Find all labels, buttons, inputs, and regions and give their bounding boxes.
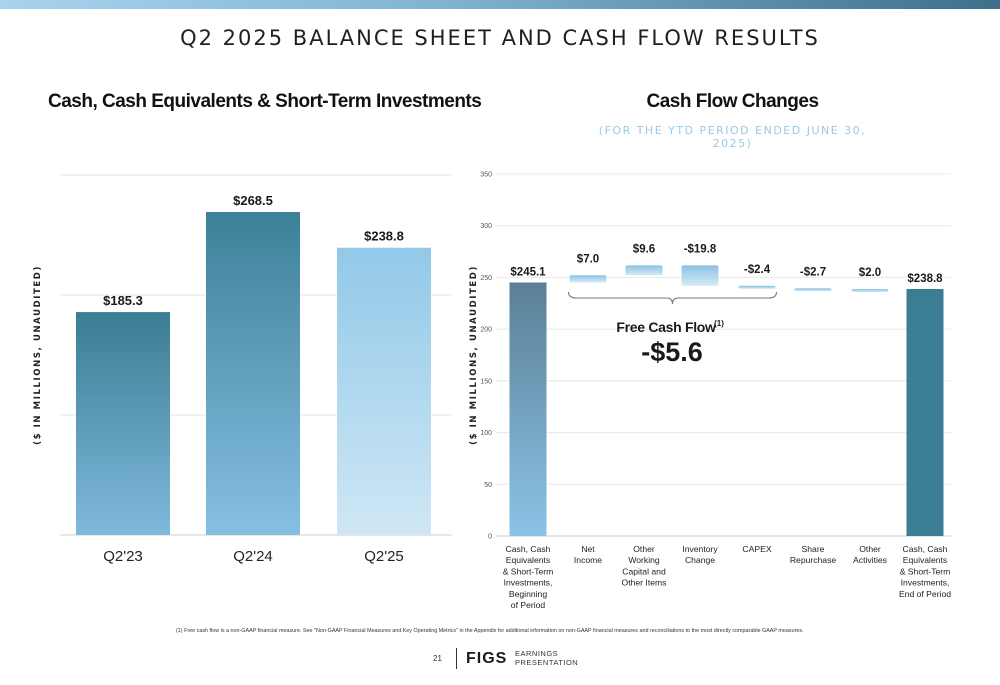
footer-divider <box>456 648 457 669</box>
right-y-tick-label: 100 <box>480 430 492 437</box>
waterfall-bar <box>569 275 607 283</box>
page-number: 21 <box>433 654 442 663</box>
right-y-tick-label: 0 <box>488 534 492 541</box>
page-title: Q2 2025 BALANCE SHEET AND CASH FLOW RESU… <box>180 26 820 50</box>
left-bar-label: $238.8 <box>364 229 404 244</box>
waterfall-category-label: Share <box>802 544 825 554</box>
right-y-tick-label: 150 <box>480 378 492 385</box>
waterfall-bar <box>851 289 889 293</box>
waterfall-bar-label: $245.1 <box>510 266 546 278</box>
waterfall-category-label: CAPEX <box>742 544 771 554</box>
waterfall-bar <box>738 285 776 289</box>
waterfall-category-label: Investments, <box>901 578 950 588</box>
waterfall-category-label: Equivalents <box>903 555 947 565</box>
logo-subtitle-line-1: EARNINGS <box>515 649 559 658</box>
waterfall-bar-label: $2.0 <box>859 267 881 279</box>
waterfall-category-label: Net <box>581 544 595 554</box>
right-y-tick-label: 200 <box>480 327 492 334</box>
waterfall-category-label: Investments, <box>504 578 553 588</box>
waterfall-bar <box>681 265 719 286</box>
waterfall-bar <box>625 265 663 276</box>
right-chart-subtitle: (FOR THE YTD PERIOD ENDED JUNE 30, 2025) <box>598 124 867 150</box>
right-y-tick-label: 50 <box>484 482 492 489</box>
waterfall-category-label: Inventory <box>682 544 718 554</box>
left-category-label: Q2'23 <box>103 548 143 565</box>
free-cash-flow-label: Free Cash Flow <box>616 319 716 335</box>
waterfall-category-label: Equivalents <box>506 555 550 565</box>
logo-subtitle: EARNINGS PRESENTATION <box>515 649 578 667</box>
waterfall-category-label: Beginning <box>509 589 547 599</box>
right-y-axis-title: ($ IN MILLIONS, UNAUDITED) <box>469 265 479 445</box>
waterfall-bar-label: -$19.8 <box>684 243 717 255</box>
figs-logo: FIGS <box>466 650 508 667</box>
waterfall-category-label: Cash, Cash <box>903 544 948 554</box>
waterfall-bar-label: -$2.7 <box>800 266 826 278</box>
waterfall-category-label: Cash, Cash <box>506 544 551 554</box>
free-cash-flow-superscript: (1) <box>714 319 724 328</box>
left-category-label: Q2'25 <box>364 548 404 565</box>
free-cash-flow-brace <box>567 291 778 305</box>
waterfall-category-label: Repurchase <box>790 555 837 565</box>
waterfall-category-label: & Short-Term <box>900 566 951 576</box>
waterfall-category-label: Capital and <box>622 566 666 576</box>
waterfall-bar-label: $238.8 <box>907 273 943 285</box>
waterfall-category-label: Change <box>685 555 715 565</box>
waterfall-category-label: Income <box>574 555 602 565</box>
left-y-axis-title: ($ IN MILLIONS, UNAUDITED) <box>33 265 43 445</box>
waterfall-bar-label: $7.0 <box>577 253 599 265</box>
right-y-tick-label: 250 <box>480 275 492 282</box>
waterfall-bar <box>906 289 944 536</box>
footer: 21 FIGS EARNINGS PRESENTATION <box>0 648 1000 672</box>
waterfall-category-label: of Period <box>511 600 546 610</box>
left-bar-label: $268.5 <box>233 193 273 208</box>
free-cash-flow-value: -$5.6 <box>641 337 703 367</box>
right-chart-title: Cash Flow Changes <box>646 91 819 112</box>
waterfall-category-label: End of Period <box>899 589 951 599</box>
logo-subtitle-line-2: PRESENTATION <box>515 658 579 667</box>
waterfall-bar <box>794 288 832 292</box>
waterfall-category-label: Working <box>628 555 660 565</box>
waterfall-category-label: Activities <box>853 555 887 565</box>
left-bar <box>206 212 300 535</box>
right-y-tick-label: 300 <box>480 223 492 230</box>
left-chart-title: Cash, Cash Equivalents & Short-Term Inve… <box>48 91 482 112</box>
waterfall-category-label: Other <box>859 544 881 554</box>
left-category-label: Q2'24 <box>233 548 273 565</box>
left-bar <box>76 312 170 535</box>
waterfall-category-label: Other Items <box>622 578 667 588</box>
right-y-tick-label: 350 <box>480 172 492 179</box>
waterfall-bar <box>509 282 547 536</box>
top-accent-bar <box>0 0 1000 9</box>
left-bar <box>337 247 431 535</box>
waterfall-category-label: & Short-Term <box>503 566 554 576</box>
left-bar-label: $185.3 <box>103 293 143 308</box>
footnote: (1) Free cash flow is a non-GAAP financi… <box>176 628 804 634</box>
waterfall-bar-label: $9.6 <box>633 243 655 255</box>
waterfall-bar-label: -$2.4 <box>744 264 771 276</box>
waterfall-category-label: Other <box>633 544 655 554</box>
